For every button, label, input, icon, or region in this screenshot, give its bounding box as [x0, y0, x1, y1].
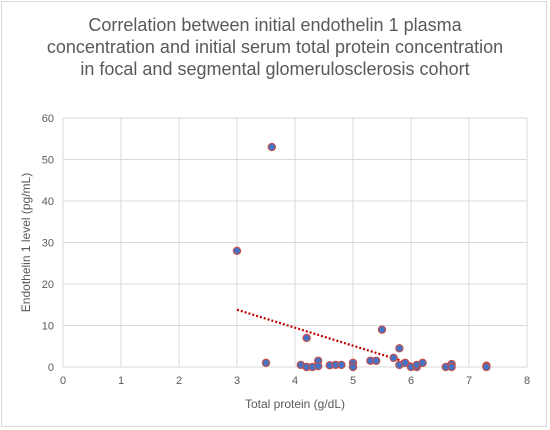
y-tick-label: 0: [48, 362, 54, 374]
data-point: [267, 142, 276, 152]
gridlines: [62, 117, 528, 368]
x-tick-labels: 0 1 2 3 4 5 6 7 8: [60, 375, 530, 387]
y-tick-labels: 0 10 20 30 40 50 60: [42, 113, 54, 374]
trendline: [236, 308, 412, 365]
data-point: [302, 333, 311, 343]
x-tick-label: 3: [234, 375, 240, 387]
data-point: [377, 325, 387, 334]
y-tick-label: 60: [42, 113, 54, 125]
x-tick-label: 8: [524, 375, 530, 387]
y-axis-title: Endothelin 1 level (pg/mL): [19, 173, 33, 312]
data-points: [232, 142, 491, 372]
x-axis-title: Total protein (g/dL): [245, 397, 345, 411]
data-point: [337, 360, 346, 370]
x-tick-label: 5: [350, 375, 356, 387]
y-tick-label: 50: [42, 155, 54, 167]
data-point: [447, 362, 456, 372]
x-tick-label: 0: [60, 375, 66, 387]
x-tick-label: 4: [292, 375, 298, 387]
y-tick-label: 40: [42, 196, 54, 208]
y-tick-label: 30: [42, 238, 54, 250]
data-point: [261, 358, 271, 368]
x-tick-label: 7: [466, 375, 472, 387]
y-tick-label: 10: [42, 321, 54, 333]
data-point: [401, 358, 410, 368]
data-point: [389, 353, 398, 363]
data-point: [418, 358, 427, 368]
data-point: [314, 361, 323, 371]
data-point: [232, 246, 242, 255]
data-point: [348, 362, 358, 372]
y-tick-label: 20: [42, 279, 54, 291]
data-point: [372, 356, 381, 365]
chart-title: Correlation between initial endothelin 1…: [46, 15, 504, 79]
x-tick-label: 6: [408, 375, 414, 387]
x-tick-label: 2: [176, 375, 182, 387]
x-tick-label: 1: [118, 375, 124, 387]
data-point: [482, 362, 491, 372]
data-point: [395, 344, 404, 353]
